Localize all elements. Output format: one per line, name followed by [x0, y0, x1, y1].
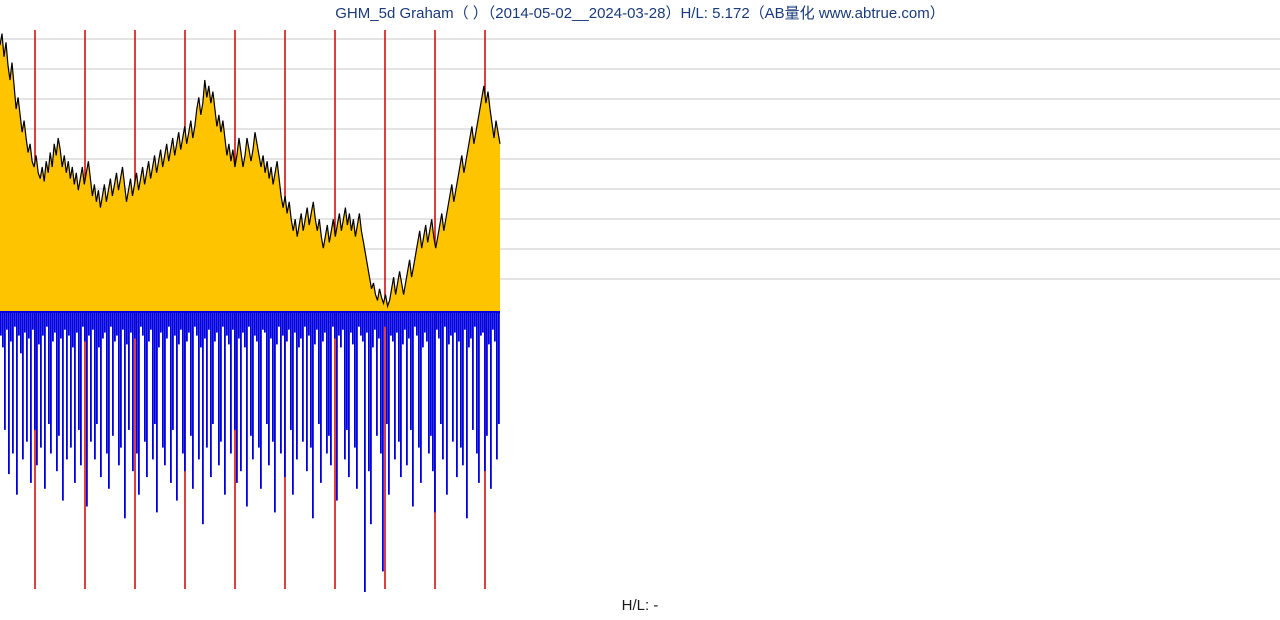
chart-area [0, 22, 1280, 597]
footer-label: H/L: - [0, 597, 1280, 614]
chart-title: GHM_5d Graham（ ）（2014-05-02__2024-03-28）… [0, 2, 1280, 23]
